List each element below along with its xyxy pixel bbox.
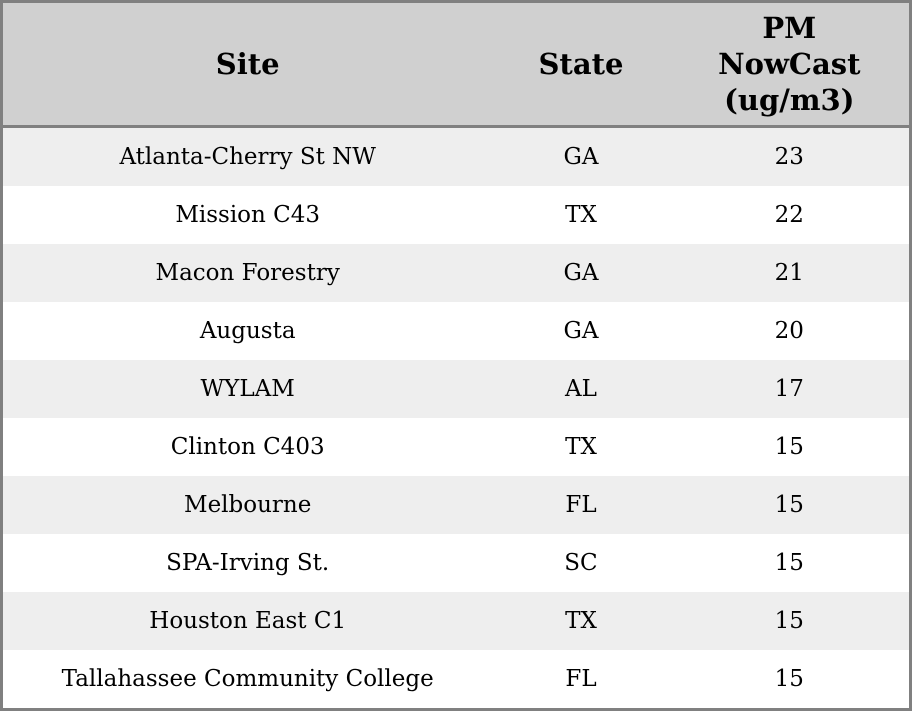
state-cell: GA [563, 259, 599, 286]
value-cell: 17 [774, 375, 804, 402]
state-cell: GA [563, 317, 599, 344]
state-cell: FL [565, 491, 597, 518]
value-cell: 15 [774, 491, 804, 518]
value-cell: 15 [774, 665, 804, 692]
table-row: Augusta GA 20 [1, 301, 911, 360]
table-row: SPA-Irving St. SC 15 [1, 533, 911, 592]
site-cell: WYLAM [200, 375, 295, 402]
state-cell: TX [565, 433, 597, 460]
state-cell: FL [565, 665, 597, 692]
value-cell: 15 [774, 607, 804, 634]
table-body: Atlanta-Cherry St NW GA 23 Mission C43 T… [1, 126, 911, 710]
state-cell: SC [564, 549, 598, 576]
value-cell: 21 [774, 259, 804, 286]
column-header-pm-nowcast: PM NowCast (ug/m3) [669, 1, 911, 128]
site-cell: Augusta [199, 317, 296, 344]
table-row: Houston East C1 TX 15 [1, 591, 911, 650]
state-cell: AL [565, 375, 597, 402]
state-cell: TX [565, 202, 597, 228]
table-row: Macon Forestry GA 21 [1, 244, 911, 302]
site-cell: Tallahassee Community College [61, 665, 434, 692]
header-row: Site State PM NowCast (ug/m3) [1, 1, 911, 128]
value-cell: 15 [774, 433, 804, 460]
table-row: Tallahassee Community College FL 15 [1, 649, 911, 710]
site-cell: Mission C43 [175, 202, 321, 228]
column-header-site: Site [1, 1, 493, 128]
site-cell: Atlanta-Cherry St NW [119, 144, 376, 170]
value-cell: 15 [774, 549, 804, 576]
site-cell: Houston East C1 [149, 607, 347, 634]
site-cell: Clinton C403 [170, 433, 325, 460]
site-cell: Melbourne [184, 491, 312, 518]
table-row: Clinton C403 TX 15 [1, 417, 911, 476]
value-cell: 20 [774, 317, 804, 344]
value-cell: 22 [774, 202, 804, 228]
value-cell: 23 [774, 144, 804, 170]
site-cell: Macon Forestry [155, 259, 340, 286]
table-row: Melbourne FL 15 [1, 475, 911, 534]
state-cell: GA [563, 144, 599, 170]
table-row: WYLAM AL 17 [1, 359, 911, 418]
table-row: Atlanta-Cherry St NW GA 23 [1, 126, 911, 187]
column-header-state: State [492, 1, 670, 128]
table-header: Site State PM NowCast (ug/m3) [1, 1, 911, 128]
table-row: Mission C43 TX 22 [1, 186, 911, 244]
state-cell: TX [565, 607, 597, 634]
site-cell: SPA-Irving St. [166, 549, 330, 576]
